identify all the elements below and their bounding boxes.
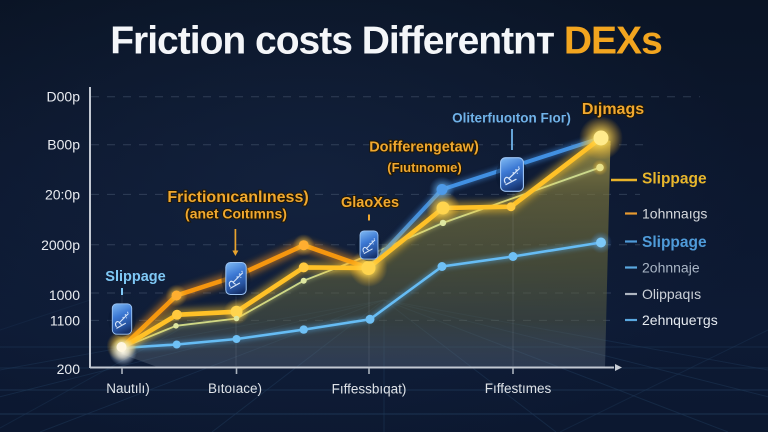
- svg-text:2000p: 2000p: [41, 237, 80, 253]
- svg-text:B00p: B00p: [47, 137, 80, 153]
- svg-text:Slippage: Slippage: [105, 269, 165, 285]
- svg-text:200: 200: [57, 361, 81, 377]
- svg-text:Nautılı): Nautılı): [106, 381, 150, 396]
- svg-text:2ohnnaje: 2ohnnaje: [642, 260, 700, 276]
- svg-text:GlaoXes: GlaoXes: [341, 195, 399, 211]
- svg-text:(anet Coıtımns): (anet Coıtımns): [185, 206, 287, 222]
- svg-text:20:0p: 20:0p: [45, 187, 80, 203]
- svg-text:Fıffestımes: Fıffestımes: [485, 381, 552, 396]
- svg-text:Fıffessbıqat): Fıffessbıqat): [332, 382, 407, 397]
- svg-text:1ohnnaıgs: 1ohnnaıgs: [642, 206, 707, 222]
- svg-text:Slippagе: Slippagе: [642, 234, 707, 251]
- svg-text:Doifferengetaw): Doifferengetaw): [369, 140, 479, 156]
- svg-text:Slippage: Slippage: [642, 171, 707, 188]
- svg-text:Olippaqıs: Olippaqıs: [642, 286, 701, 302]
- svg-text:1000: 1000: [49, 287, 80, 303]
- svg-text:D00p: D00p: [47, 89, 81, 105]
- svg-text:Oliterfıuoıton Fıoг): Oliterfıuoıton Fıoг): [452, 111, 571, 126]
- svg-text:Friction costs Differentnт DEX: Friction costs Differentnт DEXs: [110, 20, 662, 63]
- svg-text:Frictionıcanlıness): Frictionıcanlıness): [167, 189, 308, 206]
- svg-text:(Fıutınomıe): (Fıutınomıe): [387, 160, 461, 175]
- svg-text:Dıjmags: Dıjmags: [582, 101, 644, 118]
- svg-text:2ehnqueтgs: 2ehnqueтgs: [642, 312, 718, 328]
- svg-text:1100: 1100: [50, 313, 80, 329]
- svg-text:Bıtoıace): Bıtoıace): [208, 381, 262, 396]
